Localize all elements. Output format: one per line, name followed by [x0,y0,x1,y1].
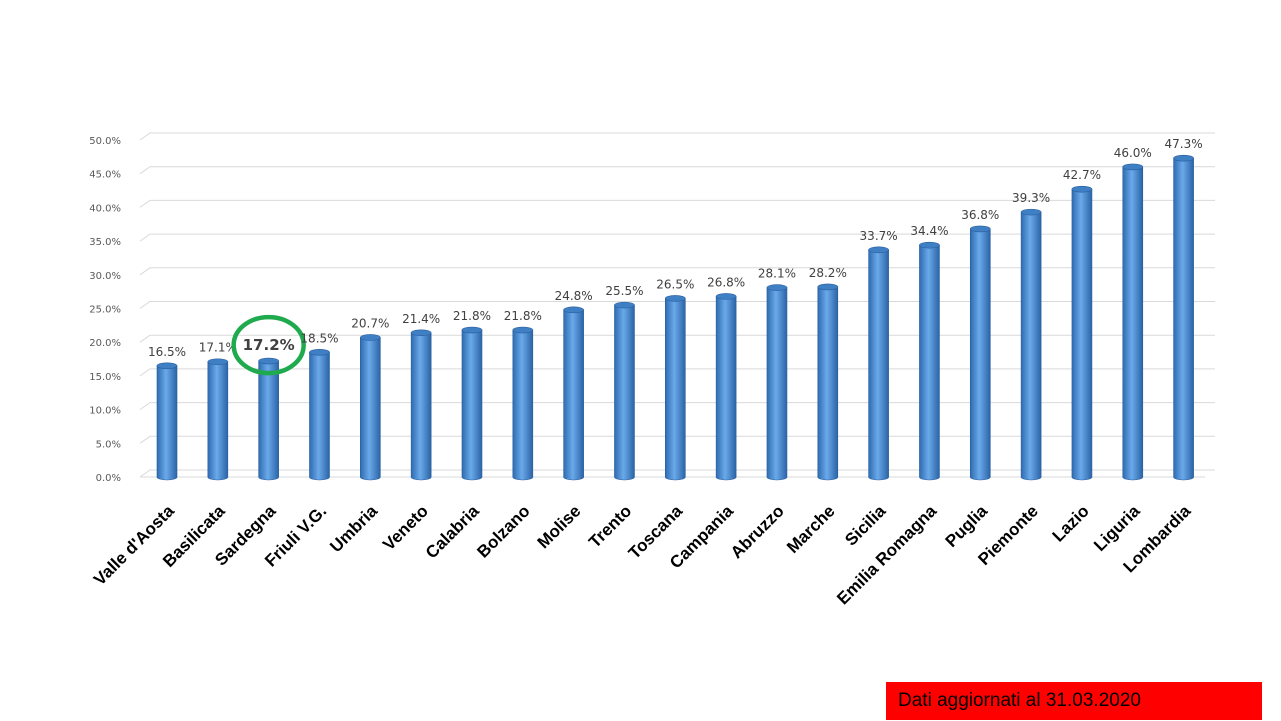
data-label: 28.2% [809,266,847,280]
bar [207,358,229,481]
data-label: 34.4% [910,224,948,238]
bar [1173,154,1194,481]
data-label: 21.8% [504,309,542,323]
data-label: 28.1% [758,267,796,281]
data-label: 20.7% [351,316,389,330]
y-tick-label: 0.0% [96,473,121,484]
y-tick-label: 50.0% [89,136,121,147]
bar [715,293,737,481]
category-label: Bolzano [473,501,533,561]
gridline [139,267,1215,276]
bar [919,241,940,481]
data-label: 36.8% [961,208,999,222]
category-label: Marche [783,501,839,557]
bar [664,295,686,481]
bar [1071,185,1093,481]
gridline [139,166,1215,175]
category-label: Abruzzo [727,501,788,562]
y-tick-label: 35.0% [89,237,121,248]
gridline [139,469,1215,478]
y-tick-label: 15.0% [89,372,121,383]
category-label: Valle d'Aosta [90,501,178,589]
y-tick-label: 40.0% [89,203,121,214]
category-label: Calabria [422,501,483,562]
data-label: 17.1% [199,341,237,355]
bar [512,326,534,481]
data-label: 26.5% [656,277,694,291]
y-tick-label: 5.0% [96,439,121,450]
gridline [139,368,1215,377]
bar [1122,163,1144,481]
data-label: 46.0% [1114,146,1152,160]
data-label: 17.2% [243,336,295,354]
category-label: Molise [534,501,585,552]
bar [410,329,432,481]
bar [817,283,839,481]
bar [563,306,584,481]
bar [258,357,279,481]
data-updated-note: Dati aggiornati al 31.03.2020 [886,682,1262,720]
y-tick-label: 30.0% [89,271,121,282]
category-label: Sicilia [841,501,890,550]
category-label: Puglia [942,501,992,551]
category-label: Umbria [326,501,381,556]
data-label: 24.8% [555,289,593,303]
gridline [139,334,1215,343]
bar [360,334,381,481]
bar [614,301,635,481]
data-label: 42.7% [1063,168,1101,182]
bar [309,349,330,481]
category-label: Trento [585,501,635,551]
bar-chart: 0.0% 5.0% 10.0% 15.0% 20.0% 25.0% 30.0% 35.0% 40… [89,132,1215,608]
y-tick-label: 20.0% [89,338,121,349]
y-tick-label: 10.0% [89,406,121,417]
data-label: 21.8% [453,309,491,323]
bar [1020,208,1042,481]
bar [461,326,483,481]
data-label: 39.3% [1012,191,1050,205]
data-label: 25.5% [605,284,643,298]
category-label: Lazio [1049,501,1093,545]
y-tick-label: 25.0% [89,305,121,316]
data-label: 47.3% [1165,137,1203,151]
gridline [139,132,1215,141]
gridline [139,233,1215,242]
bar [969,225,991,481]
bar [156,362,178,481]
y-tick-label: 45.0% [89,170,121,181]
bar [766,284,788,481]
highlight-circle [231,314,306,376]
gridline [139,402,1215,411]
data-label: 21.4% [402,312,440,326]
data-label: 16.5% [148,345,186,359]
data-label: 18.5% [300,331,338,345]
gridline [139,301,1215,309]
gridline [139,435,1215,444]
gridline [139,199,1215,208]
bar [868,246,889,481]
data-label: 26.8% [707,275,745,289]
data-label: 33.7% [860,229,898,243]
